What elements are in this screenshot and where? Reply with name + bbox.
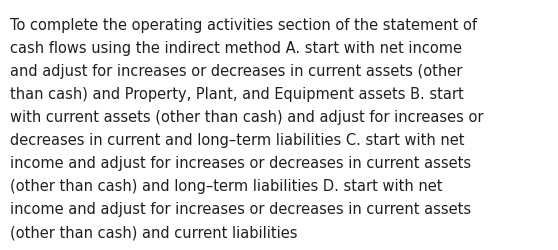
Text: cash flows using the indirect method A. start with net income: cash flows using the indirect method A. …	[10, 40, 462, 56]
Text: and adjust for increases or decreases in current assets (other: and adjust for increases or decreases in…	[10, 64, 463, 78]
Text: (other than cash) and long–term liabilities D. start with net: (other than cash) and long–term liabilit…	[10, 178, 442, 194]
Text: income and adjust for increases or decreases in current assets: income and adjust for increases or decre…	[10, 156, 471, 170]
Text: decreases in current and long–term liabilities C. start with net: decreases in current and long–term liabi…	[10, 132, 465, 148]
Text: (other than cash) and current liabilities: (other than cash) and current liabilitie…	[10, 224, 297, 240]
Text: with current assets (other than cash) and adjust for increases or: with current assets (other than cash) an…	[10, 110, 484, 124]
Text: To complete the operating activities section of the statement of: To complete the operating activities sec…	[10, 18, 477, 32]
Text: than cash) and Property, Plant, and Equipment assets B. start: than cash) and Property, Plant, and Equi…	[10, 86, 464, 102]
Text: income and adjust for increases or decreases in current assets: income and adjust for increases or decre…	[10, 202, 471, 216]
